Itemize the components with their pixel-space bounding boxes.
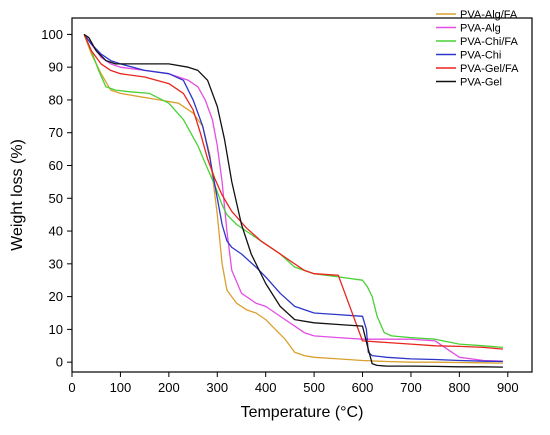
x-axis-title: Temperature (°C) bbox=[241, 404, 364, 421]
series-line-pva-chi bbox=[83, 34, 503, 363]
x-tick-label: 0 bbox=[68, 380, 75, 395]
series-line-pva-gel-fa bbox=[83, 34, 503, 350]
legend-label: PVA-Chi bbox=[460, 50, 501, 62]
x-tick-label: 200 bbox=[158, 380, 180, 395]
y-tick-label: 100 bbox=[41, 27, 63, 42]
y-tick-label: 20 bbox=[49, 289, 63, 304]
legend-label: PVA-Gel bbox=[460, 77, 502, 89]
y-axis-ticks: 0 10 20 30 40 50 60 70 80 90 100 bbox=[41, 27, 72, 370]
y-tick-label: 50 bbox=[49, 191, 63, 206]
axes bbox=[71, 17, 533, 373]
y-axis-title: Weight loss (%) bbox=[9, 139, 26, 251]
y-tick-label: 70 bbox=[49, 125, 63, 140]
legend-label: PVA-Alg/FA bbox=[460, 9, 518, 21]
x-tick-label: 700 bbox=[400, 380, 422, 395]
series-line-pva-alg bbox=[83, 34, 503, 362]
x-axis-ticks: 0 100 200 300 400 500 600 700 800 900 bbox=[68, 372, 519, 395]
y-tick-label: 10 bbox=[49, 322, 63, 337]
series-line-pva-chi-fa bbox=[83, 34, 503, 349]
x-tick-label: 300 bbox=[206, 380, 228, 395]
legend-label: PVA-Alg bbox=[460, 23, 501, 35]
y-tick-label: 30 bbox=[49, 256, 63, 271]
x-tick-label: 100 bbox=[110, 380, 132, 395]
x-tick-label: 600 bbox=[352, 380, 374, 395]
x-tick-label: 400 bbox=[255, 380, 277, 395]
x-tick-label: 500 bbox=[303, 380, 325, 395]
plot-area bbox=[83, 33, 503, 368]
x-tick-label: 800 bbox=[449, 380, 471, 395]
x-tick-label: 900 bbox=[497, 380, 519, 395]
y-tick-label: 80 bbox=[49, 92, 63, 107]
legend-label: PVA-Chi/FA bbox=[460, 36, 519, 48]
y-tick-label: 90 bbox=[49, 60, 63, 75]
y-tick-label: 0 bbox=[56, 355, 63, 370]
legend: PVA-Alg/FAPVA-AlgPVA-Chi/FAPVA-ChiPVA-Ge… bbox=[436, 9, 519, 89]
y-tick-label: 60 bbox=[49, 158, 63, 173]
series-line-pva-alg-fa bbox=[83, 34, 503, 364]
legend-label: PVA-Gel/FA bbox=[460, 63, 519, 75]
series-line-pva-gel bbox=[83, 33, 503, 368]
plot-frame bbox=[71, 17, 533, 373]
y-tick-label: 40 bbox=[49, 224, 63, 239]
